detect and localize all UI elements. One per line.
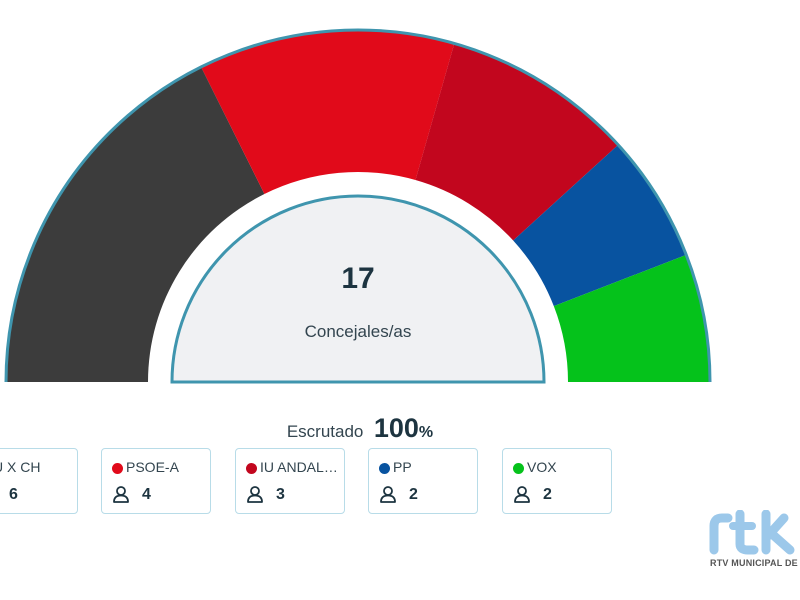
party-color-dot [379,463,390,474]
hemicycle-segments [6,29,710,382]
scrutiny-unit: % [418,424,434,441]
rtv-logo: RTV MUNICIPAL DE CH [706,509,800,580]
scrutiny-value: 100 [373,413,419,443]
party-card-vox[interactable]: VOX 2 [502,448,612,514]
party-seats: 2 [409,486,418,503]
party-card-u-x-ch[interactable]: U X CH 6 [0,448,78,514]
hemicycle-segment-pp[interactable] [513,144,687,307]
party-seats: 2 [543,486,552,503]
party-card-psoe-a[interactable]: PSOE-A 4 [101,448,211,514]
party-color-dot [513,463,524,474]
hemicycle-segment-vox[interactable] [553,254,710,382]
person-icon [514,486,530,503]
party-seats: 3 [276,486,285,503]
party-name: U X CH [0,459,41,475]
party-name: IU ANDALUC... [260,459,338,475]
total-seats: 17 [341,262,375,295]
party-legend: U X CH 6 PSOE-A 4 IU ANDALUC... 3 PP 2 VOX 2 [0,448,800,518]
hemicycle-segment-iu-andaluc[interactable] [415,43,619,241]
rtv-caption: RTV MUNICIPAL DE CH [710,558,800,568]
hemicycle-inner-face [170,194,546,384]
rtv-logo-mark [709,509,795,555]
party-name: VOX [527,459,557,475]
party-name: PSOE-A [126,459,179,475]
hemicycle-outer-border [4,28,712,383]
total-seats-label: Concejales/as [304,322,412,341]
party-card-pp[interactable]: PP 2 [368,448,478,514]
party-name: PP [393,459,412,475]
hemicycle-segment-u-x-ch[interactable] [6,66,265,382]
party-seats: 4 [142,486,151,503]
scrutiny-label: Escrutado [286,422,364,441]
person-icon [113,486,129,503]
person-icon [380,486,396,503]
scrutiny-status: Escrutado 100% [240,413,480,444]
hemicycle-segment-psoe-a[interactable] [201,29,455,195]
party-card-iu-andaluc[interactable]: IU ANDALUC... 3 [235,448,345,514]
party-color-dot [112,463,123,474]
party-color-dot [246,463,257,474]
party-seats: 6 [9,486,18,503]
hemicycle-chart [4,28,712,384]
person-icon [247,486,263,503]
